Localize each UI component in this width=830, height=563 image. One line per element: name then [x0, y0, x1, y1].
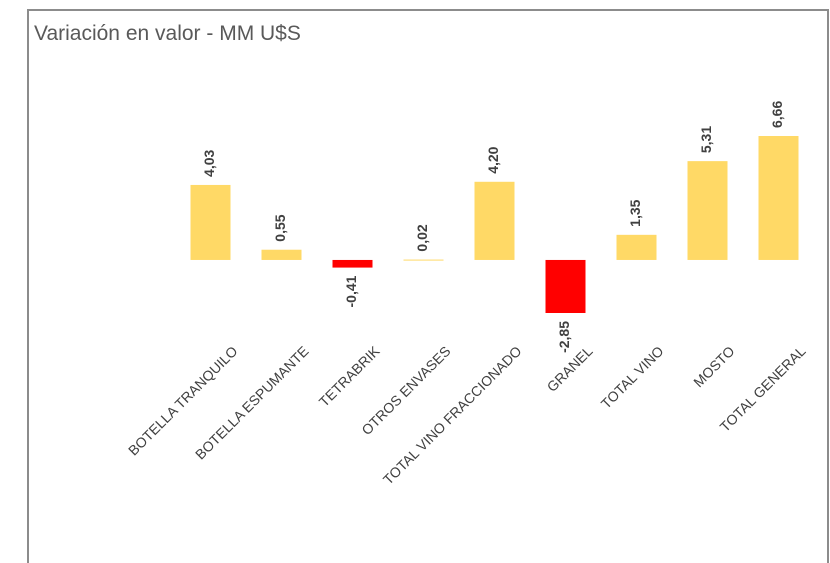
bar [758, 136, 799, 260]
x-tick-label: MOSTO [690, 343, 738, 391]
value-label: 0,55 [272, 214, 288, 241]
bar [190, 184, 231, 260]
x-tick-label: BOTELLA ESPUMANTE [192, 343, 312, 463]
value-label: 6,66 [769, 101, 785, 128]
value-label: 0,02 [414, 224, 430, 251]
value-label: 1,35 [627, 199, 643, 226]
bar [332, 259, 373, 268]
value-label: -2,85 [556, 321, 572, 353]
value-label: 4,20 [485, 146, 501, 173]
value-label: -0,41 [343, 275, 359, 307]
x-tick-label: TETRABRIK [316, 342, 383, 409]
bar [616, 234, 657, 260]
bar [261, 249, 302, 260]
bar [474, 181, 515, 260]
chart-title: Variación en valor - MM U$S [34, 22, 301, 45]
bar [687, 161, 728, 260]
bar [545, 259, 586, 313]
chart-frame [27, 9, 829, 563]
x-tick-label: TOTAL VINO FRACCIONADO [380, 343, 525, 488]
x-tick-label: TOTAL VINO [598, 343, 667, 412]
bar [403, 259, 444, 261]
value-label: 4,03 [201, 149, 217, 176]
value-label: 5,31 [698, 126, 714, 153]
